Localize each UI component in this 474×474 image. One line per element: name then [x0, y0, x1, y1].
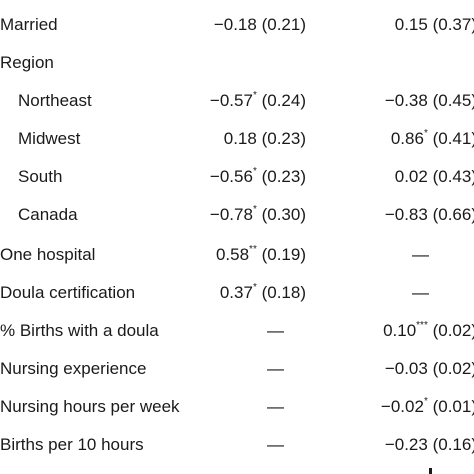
- standard-error: (0.23): [261, 129, 306, 148]
- estimate: −0.38: [384, 91, 428, 110]
- table-row: Nursing hours per week — −0.02* (0.01): [0, 388, 474, 426]
- standard-error: (0.37): [432, 15, 474, 34]
- estimate: −0.18: [213, 15, 257, 34]
- table-row: Midwest 0.18 (0.23) 0.86* (0.41): [0, 120, 474, 158]
- row-label: Canada: [18, 205, 78, 224]
- model-1-cell: 0.37* (0.18): [220, 274, 306, 312]
- model-2-cell: −0.02* (0.01): [381, 388, 474, 426]
- table-row: Northeast −0.57* (0.24) −0.38 (0.45): [0, 82, 474, 120]
- model-2-cell: 0.10*** (0.02): [383, 312, 474, 350]
- table-row: Births per 10 hours — −0.23 (0.16): [0, 426, 474, 464]
- estimate: −0.23: [384, 435, 428, 454]
- table-row: Nursing experience — −0.03 (0.02): [0, 350, 474, 388]
- estimate: 0.10: [383, 321, 417, 340]
- significance-marker: ***: [416, 320, 428, 331]
- standard-error: (0.30): [261, 205, 306, 224]
- estimate: 0.18: [223, 129, 257, 148]
- row-label: South: [18, 167, 63, 186]
- model-1-cell: −0.56* (0.23): [210, 158, 306, 196]
- standard-error: (0.41): [432, 129, 474, 148]
- row-label: Northeast: [18, 91, 92, 110]
- table-row: Doula certification 0.37* (0.18) —: [0, 274, 474, 312]
- estimate: −0.02: [380, 397, 424, 416]
- model-2-cell: −0.83 (0.66): [385, 196, 474, 234]
- estimate: −0.56: [209, 167, 253, 186]
- estimate: 0.86: [390, 129, 424, 148]
- table-row: One hospital 0.58** (0.19) —: [0, 236, 474, 274]
- model-2-cell: 0.02 (0.43): [395, 158, 474, 196]
- significance-marker: *: [423, 396, 428, 407]
- table-row: Region: [0, 44, 474, 82]
- row-label: One hospital: [0, 245, 96, 264]
- significance-marker: **: [249, 244, 257, 255]
- estimate: −0.83: [384, 205, 428, 224]
- standard-error: (0.66): [432, 205, 474, 224]
- estimate: 0.15: [394, 15, 428, 34]
- standard-error: (0.19): [261, 245, 306, 264]
- model-1-cell: −0.78* (0.30): [210, 196, 306, 234]
- significance-marker: *: [252, 204, 257, 215]
- model-1-empty-dash: —: [267, 359, 284, 378]
- table-row: % Births with a doula — 0.10*** (0.02): [0, 312, 474, 350]
- model-1-cell: −0.18 (0.21): [214, 6, 306, 44]
- standard-error: (0.02): [432, 359, 474, 378]
- significance-marker: *: [423, 128, 428, 139]
- row-label: Doula certification: [0, 283, 136, 302]
- row-label: Married: [0, 15, 58, 34]
- row-label: Nursing hours per week: [0, 397, 180, 416]
- model-2-cell: −0.38 (0.45): [385, 82, 474, 120]
- standard-error: (0.18): [261, 283, 306, 302]
- row-label: % Births with a doula: [0, 321, 159, 340]
- significance-marker: *: [252, 90, 257, 101]
- model-2-cell: 0.15 (0.37): [395, 6, 474, 44]
- model-2-empty-dash: —: [412, 245, 429, 264]
- row-label: Midwest: [18, 129, 81, 148]
- significance-marker: *: [252, 282, 257, 293]
- standard-error: (0.02): [432, 321, 474, 340]
- model-2-cell: −0.03 (0.02): [385, 350, 474, 388]
- model-1-empty-dash: —: [267, 397, 284, 416]
- model-2-cell: −0.23 (0.16): [385, 426, 474, 464]
- model-1-empty-dash: —: [267, 321, 284, 340]
- significance-marker: *: [252, 166, 257, 177]
- estimate: 0.58: [215, 245, 250, 264]
- cropped-glyph-fragment: [429, 468, 432, 474]
- row-group-label: Region: [0, 53, 54, 72]
- model-1-cell: 0.58** (0.19): [216, 236, 306, 274]
- standard-error: (0.21): [261, 15, 306, 34]
- standard-error: (0.23): [261, 167, 306, 186]
- standard-error: (0.45): [432, 91, 474, 110]
- standard-error: (0.16): [432, 435, 474, 454]
- cropped-next-row: [0, 466, 474, 474]
- estimate: −0.78: [209, 205, 253, 224]
- model-2-empty-dash: —: [412, 283, 429, 302]
- row-label: Nursing experience: [0, 359, 147, 378]
- table-row: South −0.56* (0.23) 0.02 (0.43): [0, 158, 474, 196]
- standard-error: (0.43): [432, 167, 474, 186]
- estimate: −0.57: [209, 91, 253, 110]
- table-row: Married −0.18 (0.21) 0.15 (0.37): [0, 6, 474, 44]
- estimate: 0.37: [219, 283, 253, 302]
- standard-error: (0.01): [432, 397, 474, 416]
- model-2-cell: 0.86* (0.41): [391, 120, 474, 158]
- standard-error: (0.24): [261, 91, 306, 110]
- table-row: Canada −0.78* (0.30) −0.83 (0.66): [0, 196, 474, 234]
- model-1-cell: 0.18 (0.23): [224, 120, 306, 158]
- model-1-empty-dash: —: [267, 435, 284, 454]
- row-label: Births per 10 hours: [0, 435, 144, 454]
- estimate: 0.02: [394, 167, 428, 186]
- estimate: −0.03: [384, 359, 428, 378]
- model-1-cell: −0.57* (0.24): [210, 82, 306, 120]
